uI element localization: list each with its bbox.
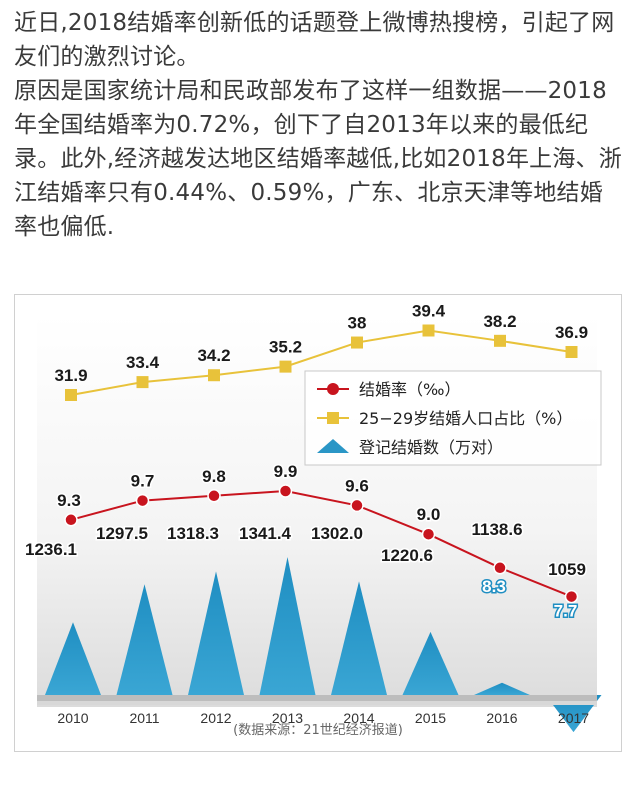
- rate-marker: [135, 493, 150, 508]
- x-tick-label: 2015: [415, 710, 446, 726]
- legend-share-label: 25−29岁结婚人口占比（%）: [359, 409, 572, 428]
- article-paragraph-1: 近日,2018结婚率创新低的话题登上微博热搜榜，引起了网友们的激烈讨论。: [14, 10, 615, 70]
- x-tick-label: 2013: [272, 710, 303, 726]
- share-marker: [351, 336, 363, 349]
- share-marker: [494, 334, 506, 347]
- rate-value-label: 9.8: [202, 467, 226, 486]
- legend-rate-label: 结婚率（‰）: [359, 380, 460, 399]
- marriage-count-label: 1297.5: [96, 524, 148, 543]
- rate-marker: [278, 484, 293, 498]
- rate-value-label: 9.6: [345, 476, 369, 495]
- article-text: 近日,2018结婚率创新低的话题登上微博热搜榜，引起了网友们的激烈讨论。 原因是…: [14, 6, 626, 244]
- legend-share-marker: [327, 412, 339, 424]
- rate-value-label: 7.7: [554, 602, 578, 621]
- marriage-count-spike: [474, 682, 530, 695]
- legend-rate-marker: [327, 383, 339, 395]
- marriage-count-spike: [116, 584, 173, 695]
- marriage-chart: 2010 2011 2012 2013 2014 2015 2016 2017 1236.1 12…: [24, 302, 602, 733]
- chart-source-note: (数据来源：21世纪经济报道): [233, 723, 403, 738]
- x-tick-label: 2016: [486, 710, 517, 726]
- x-tick-label: 2014: [343, 710, 374, 726]
- rate-series-line: [70, 489, 572, 598]
- share-value-label: 34.2: [197, 346, 230, 365]
- x-axis-line: [37, 695, 597, 701]
- marriage-count-spike: [188, 571, 244, 695]
- marriage-count-spike: [402, 631, 459, 695]
- chart-figure: 2010 2011 2012 2013 2014 2015 2016 2017 1236.1 12…: [14, 294, 622, 752]
- marriage-count-label: 1302.0: [311, 524, 363, 543]
- share-value-label: 39.4: [412, 302, 446, 321]
- marriage-count-label: 1138.6: [471, 520, 522, 539]
- share-value-label: 35.2: [269, 338, 302, 357]
- share-value-label: 33.4: [126, 353, 160, 372]
- rate-value-label: 9.3: [57, 491, 81, 510]
- share-marker: [279, 360, 292, 373]
- marriage-count-label: 1236.1: [25, 540, 77, 559]
- share-value-label: 38: [348, 314, 367, 333]
- marriage-count-label: 1318.3: [167, 524, 219, 543]
- x-axis-shadow: [37, 701, 597, 705]
- share-value-label: 31.9: [54, 366, 87, 385]
- rate-marker: [421, 527, 436, 541]
- x-tick-label: 2010: [57, 710, 88, 726]
- rate-value-label: 8.3: [482, 577, 506, 596]
- share-marker: [208, 369, 220, 382]
- legend-count-label: 登记结婚数（万对）: [359, 438, 503, 457]
- rate-marker: [207, 489, 221, 503]
- share-marker: [565, 346, 578, 358]
- share-marker: [136, 376, 149, 389]
- rate-value-label: 9.7: [131, 472, 155, 491]
- marriage-count-spike: [331, 581, 387, 695]
- marriage-count-label: 1341.4: [239, 524, 292, 543]
- share-marker: [422, 324, 435, 337]
- x-tick-label: 2017: [558, 710, 589, 726]
- rate-marker: [493, 561, 507, 575]
- rate-marker: [350, 498, 364, 513]
- marriage-count-label: 1220.6: [381, 546, 433, 565]
- rate-value-label: 9.9: [274, 462, 298, 481]
- share-marker: [65, 389, 77, 401]
- legend-count-marker: [317, 439, 349, 453]
- marriage-count-label: 1059: [548, 560, 586, 579]
- article-paragraph-2: 原因是国家统计局和民政部发布了这样一组数据——2018年全国结婚率为0.72%，…: [14, 78, 622, 240]
- share-value-label: 38.2: [483, 312, 516, 331]
- rate-marker: [64, 513, 78, 527]
- share-value-label: 36.9: [555, 323, 588, 342]
- legend-box: [304, 370, 602, 466]
- x-tick-label: 2011: [129, 710, 159, 726]
- rate-marker: [564, 589, 579, 604]
- x-tick-label: 2012: [200, 710, 231, 726]
- marriage-count-spike: [259, 557, 316, 695]
- rate-value-label: 9.0: [417, 505, 441, 524]
- share-series-line: [70, 329, 572, 396]
- marriage-count-spike: [45, 622, 101, 695]
